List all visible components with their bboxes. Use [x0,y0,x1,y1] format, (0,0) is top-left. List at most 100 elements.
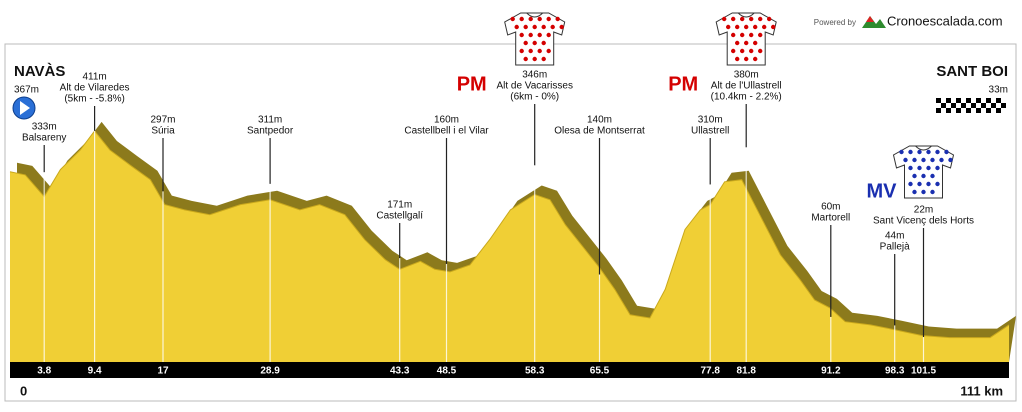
waypoint-altitude: 44m [885,231,904,242]
waypoint-name: Castellgalí [376,211,423,222]
jersey-dot [744,40,749,46]
finish-flag [956,108,961,113]
jersey-dot [523,56,528,62]
jersey-dot [519,32,524,38]
jersey-dot [926,181,931,187]
jersey-dot [758,48,763,54]
endpoint-name: NAVÀS [14,63,65,80]
jersey-dot [930,157,935,163]
km-end: 111 km [960,383,1003,398]
jersey-dot [749,48,754,54]
brand: Cronoescalada.com [887,13,1003,28]
jersey-dot [935,149,940,155]
jersey-collar [526,12,544,18]
jersey-dot [758,16,763,22]
jersey-dot [926,165,931,171]
waypoint-name: Ullastrell [691,126,729,137]
waypoint-altitude: 380m [734,70,759,81]
finish-flag [976,108,981,113]
jersey-dot [749,16,754,22]
km-label: 3.8 [37,366,51,377]
jersey [504,12,566,66]
jersey-dot [510,16,515,22]
km-start: 0 [20,383,27,398]
waypoint-altitude: 140m [587,115,612,126]
km-label: 58.3 [525,366,545,377]
jersey-dot [926,149,931,155]
jersey-dot [917,165,922,171]
km-strip [10,362,1009,378]
jersey-dot [541,24,546,30]
jersey-dot [921,157,926,163]
jersey-dot [740,48,745,54]
jersey-dot [731,32,736,38]
jersey-dot [939,157,944,163]
jersey-dot [921,189,926,195]
jersey-dot [767,16,772,22]
waypoint-name: Sant Vicenç dels Horts [873,216,974,227]
endpoint-altitude: 33m [989,85,1008,96]
climb-category: PM [457,73,487,95]
waypoint-detail: (10.4km - 2.2%) [711,92,782,103]
jersey-dot [903,157,908,163]
finish-flag [986,108,991,113]
jersey [892,145,955,199]
jersey-dot [753,24,758,30]
waypoint-altitude: 60m [821,202,840,213]
finish-flag [991,103,996,108]
waypoint-name: Alt de Vacarisses [496,81,573,92]
finish-flag [1001,103,1006,108]
jersey-dot [514,24,519,30]
jersey-dot [735,56,740,62]
jersey-dot [546,16,551,22]
jersey-dot [921,173,926,179]
waypoint-detail: (5km - -5.8%) [64,94,125,105]
jersey-dot [912,157,917,163]
jersey-dot [528,48,533,54]
jersey-dot [546,48,551,54]
waypoint-altitude: 311m [258,115,282,126]
finish-flag [936,98,941,103]
climb-category: PM [668,73,698,95]
finish-flag [936,108,941,113]
jersey-dot [735,24,740,30]
waypoint-altitude: 333m [32,122,57,133]
jersey-dot [537,32,542,38]
waypoint-name: Castellbell i el Vilar [404,126,489,137]
waypoint-detail: (6km - 0%) [510,92,559,103]
finish-flag [951,103,956,108]
jersey-dot [908,165,913,171]
jersey-dot [731,48,736,54]
jersey-dot [935,181,940,187]
waypoint-name: Alt de l'Ullastrell [711,81,782,92]
jersey-dot [762,24,767,30]
jersey-dot [948,157,953,163]
waypoint-altitude: 22m [914,205,933,216]
finish-flag [966,98,971,103]
finish-flag [946,98,951,103]
waypoint-name: Alt de Vilaredes [60,83,130,94]
km-label: 98.3 [885,366,905,377]
waypoint-name: Súria [151,126,175,137]
finish-flag [941,103,946,108]
jersey-dot [744,56,749,62]
waypoint-altitude: 310m [698,115,723,126]
jersey-dot [740,32,745,38]
finish-flag [961,103,966,108]
jersey-dot [935,165,940,171]
jersey-dot [908,149,913,155]
finish-flag [966,108,971,113]
jersey-dot [930,189,935,195]
jersey-dot [944,149,949,155]
jersey-dot [758,32,763,38]
jersey-dot [740,16,745,22]
km-label: 48.5 [437,366,457,377]
jersey-dot [917,149,922,155]
jersey-dot [546,32,551,38]
finish-flag [946,108,951,113]
finish-flag [976,98,981,103]
jersey-dot [749,32,754,38]
jersey-dot [731,16,736,22]
jersey-collar [915,145,932,151]
jersey-dot [528,32,533,38]
